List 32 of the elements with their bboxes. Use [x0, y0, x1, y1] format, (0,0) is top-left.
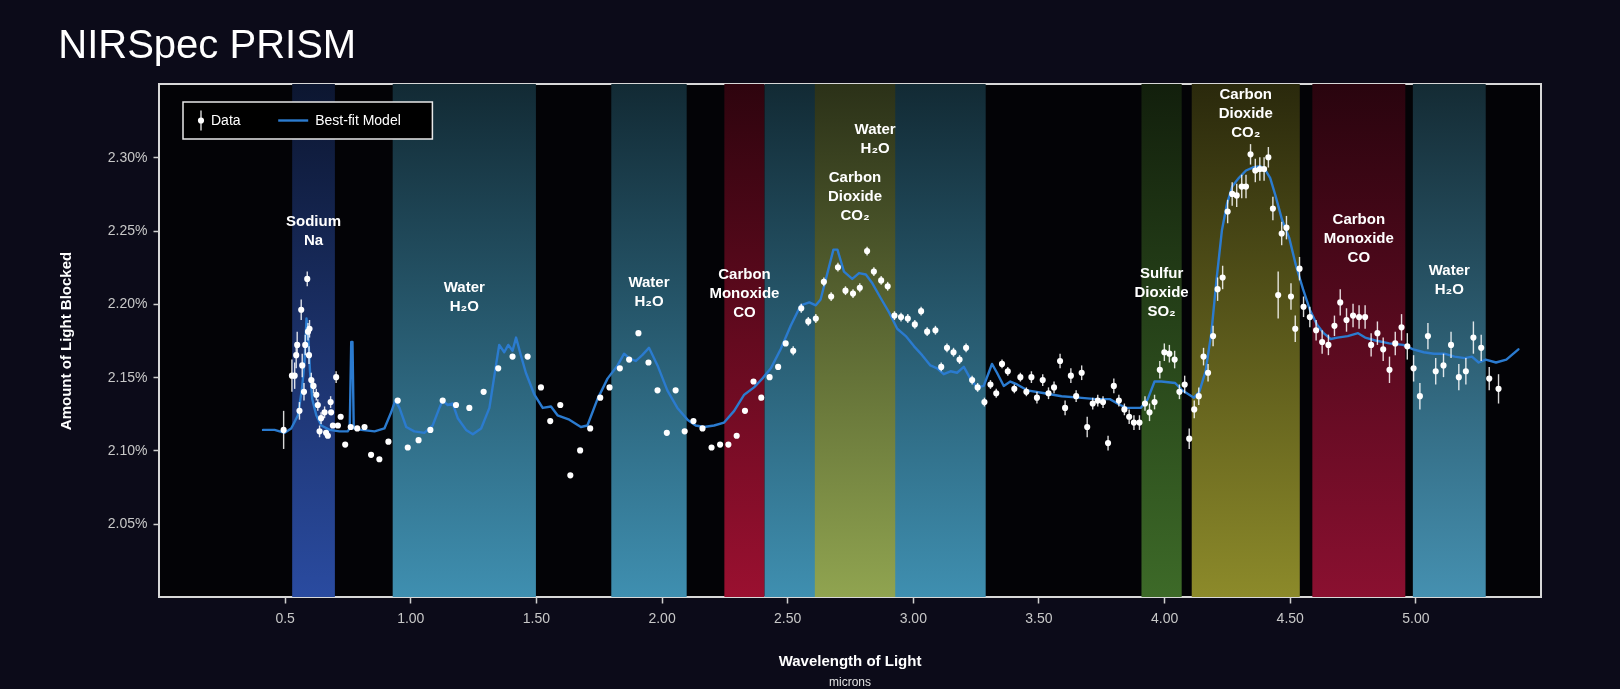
y-tick-label: 2.15% — [107, 368, 148, 385]
x-tick-label: 4.00 — [1150, 609, 1179, 626]
band-label: Carbon Dioxide CO₂ — [827, 167, 883, 223]
y-axis-title: Amount of Light Blocked — [56, 251, 74, 431]
y-tick-label: 2.25% — [107, 222, 148, 239]
legend-label: Data — [211, 111, 241, 128]
y-tick-label: 2.30% — [107, 148, 148, 165]
x-tick-label: 5.00 — [1402, 609, 1430, 626]
line-series — [261, 164, 1520, 436]
band-label: Sodium Na — [286, 211, 342, 248]
x-tick-label: 0.5 — [275, 609, 296, 626]
band-label: Water H₂O — [854, 119, 896, 156]
x-tick-label: 1.50 — [522, 609, 551, 626]
x-axis-title: Wavelength of Light microns — [778, 652, 922, 689]
x-tick-label: 4.50 — [1276, 609, 1305, 626]
x-tick-label: 3.00 — [899, 609, 928, 626]
band-label: Carbon Monoxide CO — [1323, 210, 1394, 266]
band-label: Water H₂O — [1428, 261, 1470, 298]
x-tick-label: 3.50 — [1025, 609, 1053, 626]
band-label: Water H₂O — [443, 277, 486, 314]
band-label: Carbon Dioxide CO₂ — [1218, 85, 1273, 140]
y-tick-label: 2.05% — [107, 515, 148, 532]
y-tick-label: 2.10% — [107, 441, 148, 458]
band-label: Carbon Monoxide CO — [709, 264, 780, 320]
x-tick-label: 2.50 — [774, 609, 802, 626]
x-tick-label: 1.00 — [397, 609, 425, 626]
legend-label: Best-fit Model — [315, 111, 401, 128]
x-tick-label: 2.00 — [648, 609, 676, 626]
band-label: Water H₂O — [628, 273, 670, 310]
band-label: Sulfur Dioxide SO₂ — [1134, 264, 1189, 320]
y-tick-label: 2.20% — [107, 295, 148, 312]
chart-title: NIRSpec PRISM — [58, 22, 357, 66]
